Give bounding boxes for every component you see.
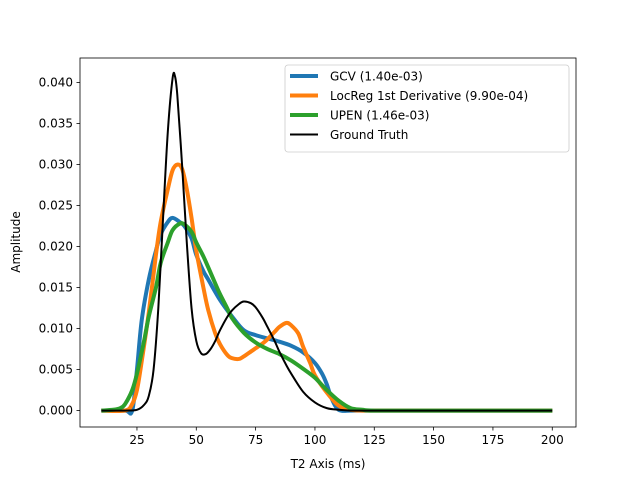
y-tick-label: 0.025 [39, 199, 73, 213]
x-axis: 25 50 75 100 125 150 175 200 [129, 427, 564, 447]
x-tick-label: 175 [481, 433, 504, 447]
y-tick-label: 0.005 [39, 363, 73, 377]
series-line-3 [101, 221, 553, 413]
y-tick-label: 0.010 [39, 322, 73, 336]
legend-label: LocReg 1st Derivative (9.90e-04) [330, 89, 528, 103]
y-tick-label: 0.035 [39, 117, 73, 131]
y-tick-label: 0.040 [39, 76, 73, 90]
x-axis-label: T2 Axis (ms) [290, 457, 366, 471]
y-tick-label: 0.020 [39, 240, 73, 254]
legend-label: UPEN (1.46e-03) [330, 109, 429, 123]
axes-frame [79, 57, 577, 428]
legend-box [284, 64, 570, 153]
x-tick-label: 100 [303, 433, 326, 447]
y-tick-label: 0.030 [39, 158, 73, 172]
legend-label: Ground Truth [330, 128, 408, 142]
y-axis: 0.000 0.005 0.010 0.015 0.020 0.025 0.030 0.035… [39, 76, 80, 418]
series-layer [101, 71, 553, 416]
legend-label: GCV (1.40e-03) [330, 70, 423, 84]
legend: GCV (1.40e-03) LocReg 1st Derivative (9.9… [284, 64, 570, 153]
y-tick-label: 0.000 [39, 404, 73, 418]
y-tick-label: 0.015 [39, 281, 73, 295]
series-line-4 [101, 71, 553, 412]
x-tick-label: 25 [129, 433, 144, 447]
x-tick-label: 75 [248, 433, 263, 447]
x-tick-label: 50 [189, 433, 204, 447]
y-axis-label: Amplitude [9, 211, 23, 273]
x-tick-label: 200 [541, 433, 564, 447]
x-tick-label: 150 [422, 433, 445, 447]
x-tick-label: 125 [363, 433, 386, 447]
